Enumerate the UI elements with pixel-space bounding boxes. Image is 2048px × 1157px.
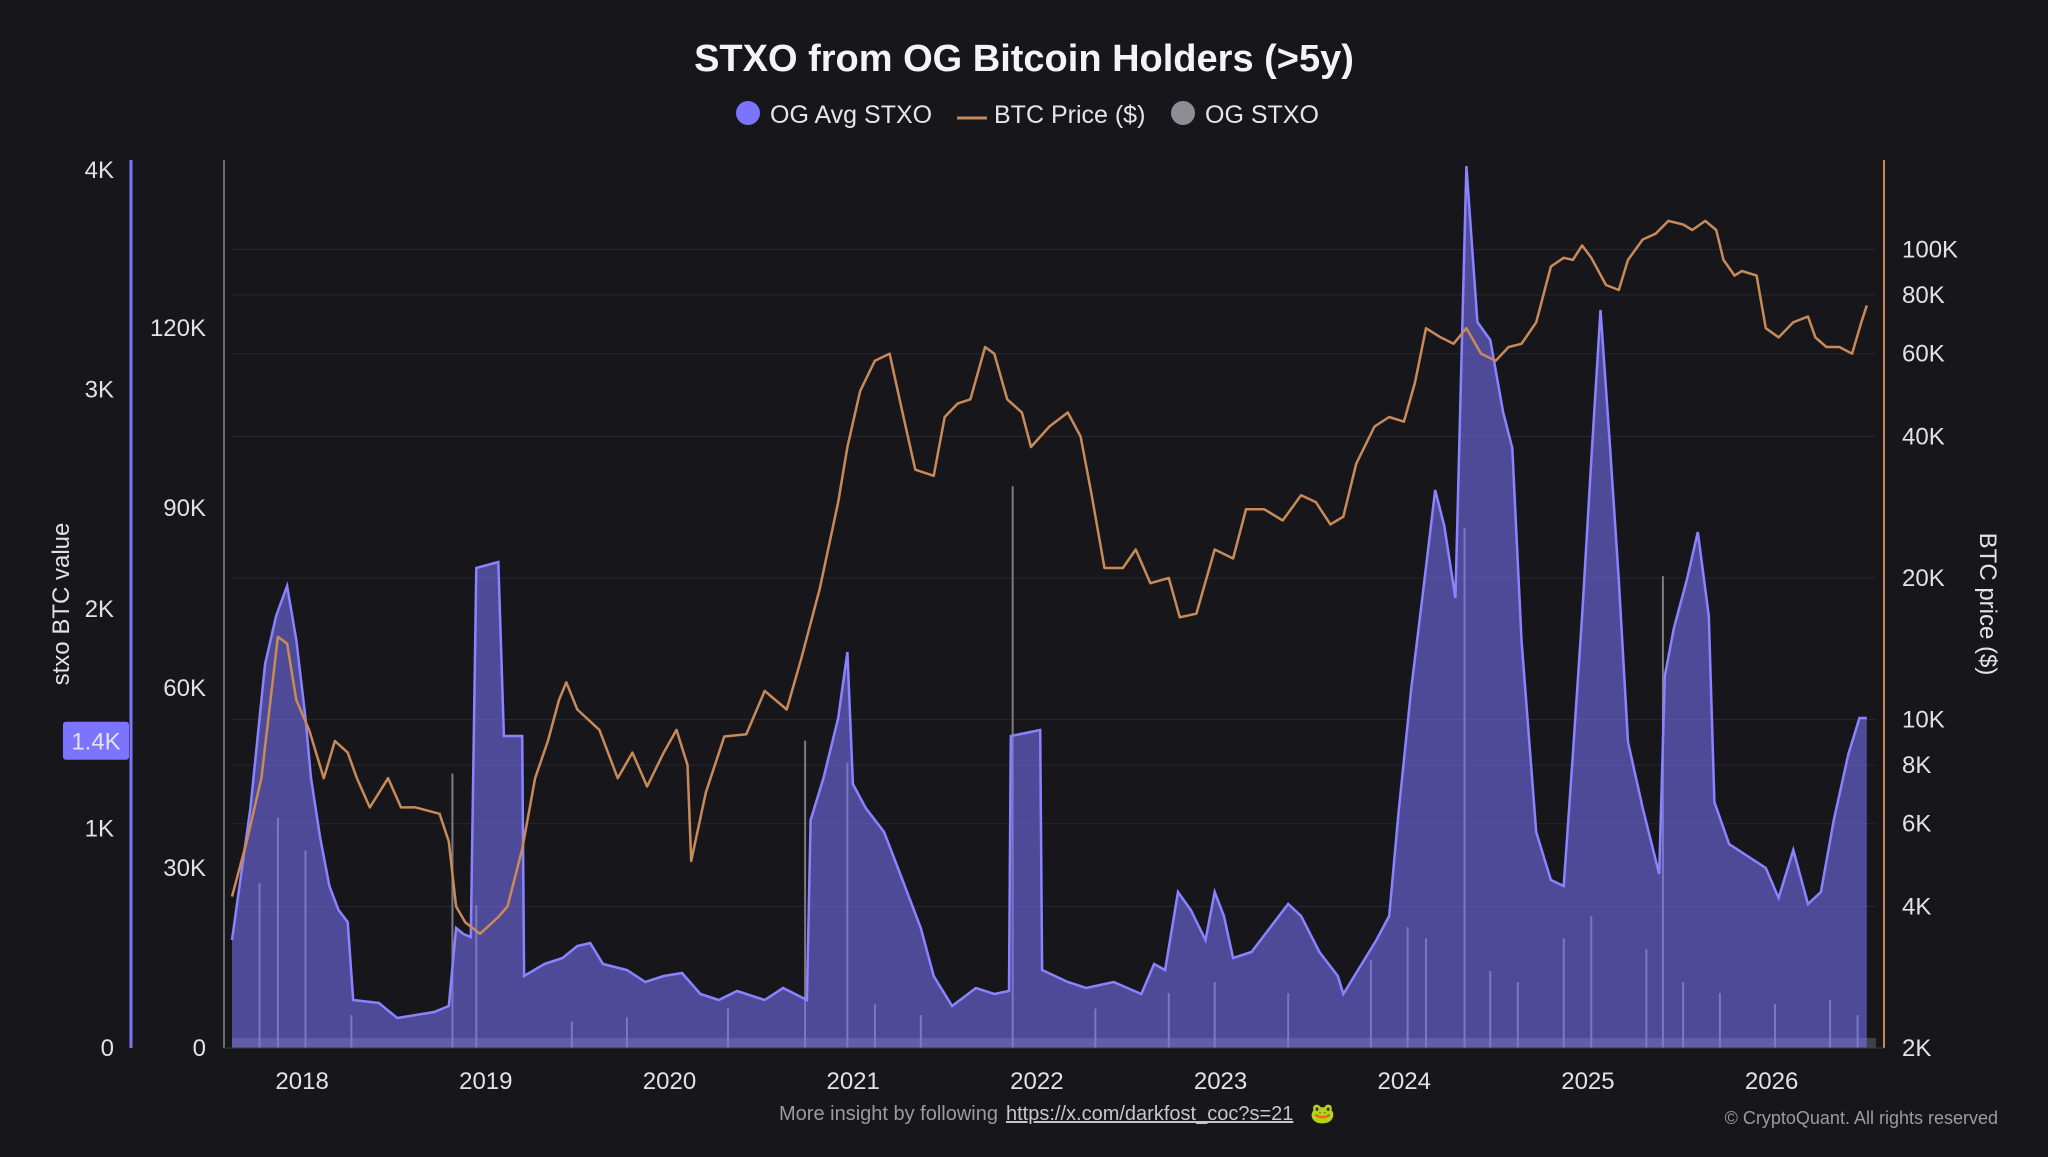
right-tick-label: 80K xyxy=(1902,282,1945,309)
footer-text: More insight by following xyxy=(779,1103,998,1125)
legend-entry-og-stxo[interactable]: OG STXO xyxy=(1171,101,1319,129)
right-tick-label: 100K xyxy=(1902,236,1958,263)
right-tick-label: 8K xyxy=(1902,752,1931,779)
left-inner-tick-label: 90K xyxy=(163,495,206,522)
og-avg-stxo-line xyxy=(230,165,1867,1020)
copyright-text: © CryptoQuant. All rights reserved xyxy=(1725,1108,1998,1128)
right-ticks: 2K 4K 6K 8K 10K 20K 40K 60K 80K 100K xyxy=(1902,236,1958,1062)
left-outer-tick-label: 4K xyxy=(85,157,114,184)
current-value-badge: 1.4K xyxy=(63,721,129,760)
left-outer-tick-label: 3K xyxy=(85,377,114,404)
x-tick-label: 2020 xyxy=(643,1068,696,1095)
legend-label-btc-price: BTC Price ($) xyxy=(994,101,1145,129)
x-tick-label: 2021 xyxy=(826,1068,879,1095)
right-tick-label: 2K xyxy=(1902,1035,1931,1062)
legend-entry-btc-price[interactable]: BTC Price ($) xyxy=(957,101,1145,129)
left-inner-tick-label: 0 xyxy=(193,1035,206,1062)
x-tick-label: 2018 xyxy=(275,1068,328,1095)
right-axis-title: BTC price ($) xyxy=(1974,533,2001,676)
footer: More insight by following https://x.com/… xyxy=(779,1103,1998,1128)
left-inner-tick-label: 30K xyxy=(163,855,206,882)
chart-title: STXO from OG Bitcoin Holders (>5y) xyxy=(694,38,1354,80)
left-outer-tick-label: 2K xyxy=(85,596,114,623)
footer-link[interactable]: https://x.com/darkfost_coc?s=21 xyxy=(1006,1103,1293,1125)
x-ticks: 2018 2019 2020 2021 2022 2023 2024 2025 2026 xyxy=(275,1068,1798,1095)
legend-dot-icon xyxy=(736,101,760,125)
right-tick-label: 10K xyxy=(1902,706,1945,733)
left-inner-tick-label: 120K xyxy=(150,315,206,342)
btc-price-line xyxy=(230,219,1868,936)
left-outer-tick-label: 0 xyxy=(101,1035,114,1062)
right-tick-label: 4K xyxy=(1902,894,1931,921)
x-tick-label: 2023 xyxy=(1194,1068,1247,1095)
legend-dot-icon xyxy=(1171,101,1195,125)
right-tick-label: 60K xyxy=(1902,341,1945,368)
x-tick-label: 2024 xyxy=(1378,1068,1431,1095)
right-tick-label: 6K xyxy=(1902,811,1931,838)
current-value-badge-text: 1.4K xyxy=(71,729,120,756)
btc-price-layer xyxy=(230,219,1868,936)
og-avg-stxo-layer xyxy=(230,165,1867,1048)
left-outer-tick-label: 1K xyxy=(85,816,114,843)
right-tick-label: 40K xyxy=(1902,423,1945,450)
x-tick-label: 2026 xyxy=(1745,1068,1798,1095)
x-tick-label: 2019 xyxy=(459,1068,512,1095)
left-axis-title: stxo BTC value xyxy=(48,523,75,686)
left-outer-ticks: 0 1K 2K 3K 4K xyxy=(85,157,114,1062)
current-value-badge-box xyxy=(63,721,129,760)
x-tick-label: 2025 xyxy=(1561,1068,1614,1095)
left-inner-ticks: 0 30K 60K 90K 120K xyxy=(150,315,206,1062)
og-avg-stxo-area xyxy=(232,166,1867,1048)
legend-label-og-avg-stxo: OG Avg STXO xyxy=(770,101,932,129)
legend: OG Avg STXO BTC Price ($) OG STXO xyxy=(736,101,1319,129)
left-inner-tick-label: 60K xyxy=(163,675,206,702)
frog-emoji-icon: 🐸 xyxy=(1310,1103,1335,1125)
legend-label-og-stxo: OG STXO xyxy=(1205,101,1319,129)
x-tick-label: 2022 xyxy=(1010,1068,1063,1095)
legend-entry-og-avg-stxo[interactable]: OG Avg STXO xyxy=(736,101,932,129)
right-tick-label: 20K xyxy=(1902,565,1945,592)
